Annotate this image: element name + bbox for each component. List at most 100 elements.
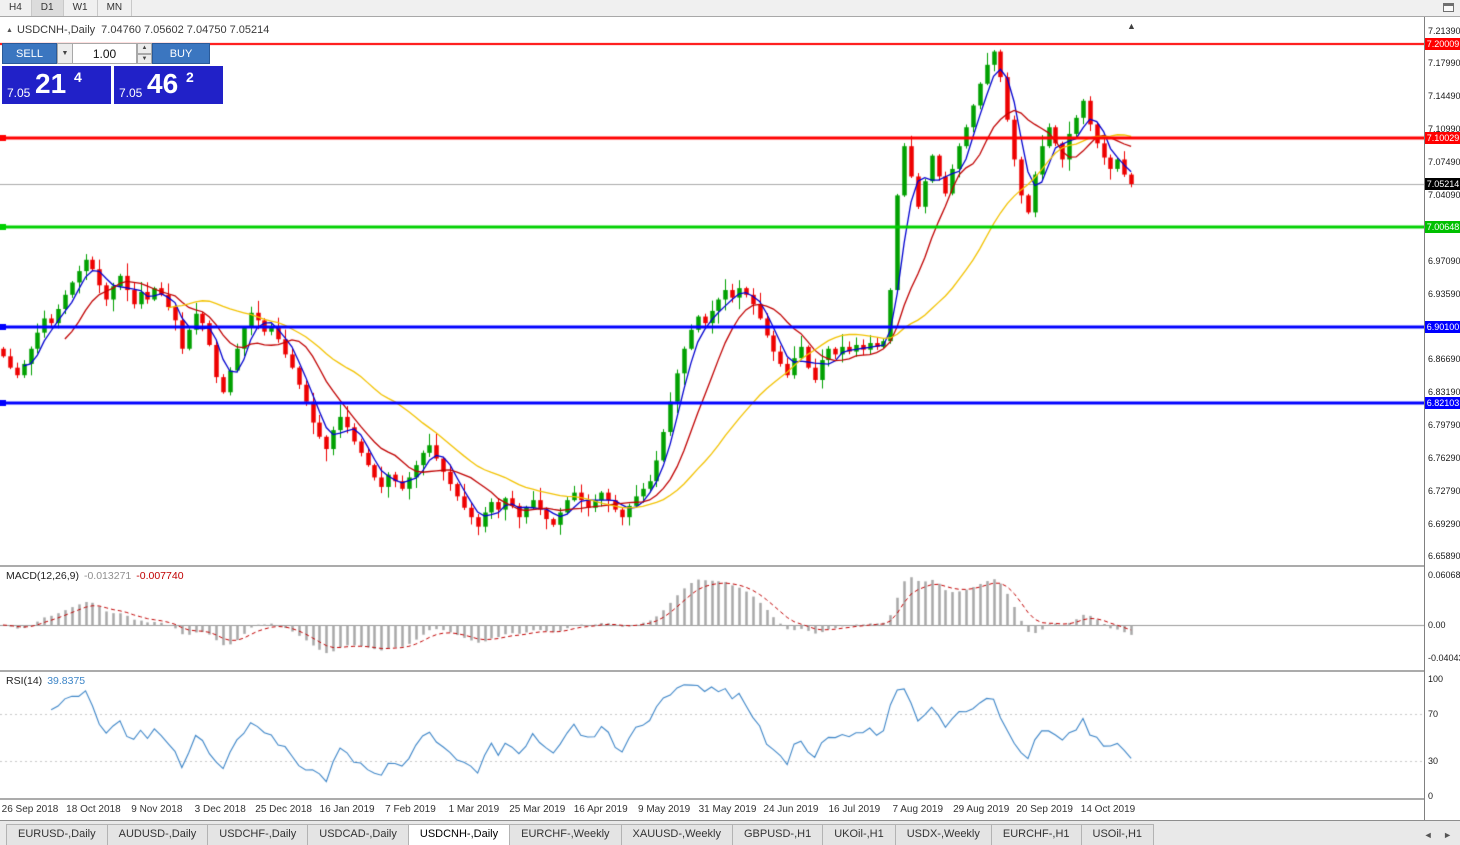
timeframe-button-h4[interactable]: H4 (0, 0, 32, 16)
price-tick-label: 6.83190 (1428, 387, 1460, 398)
chart-symbol-label: USDCNH-,Daily (16, 24, 96, 36)
sell-button[interactable]: SELL (2, 43, 57, 64)
chart-tab-ukoil-h1[interactable]: UKOil-,H1 (822, 824, 896, 845)
timeframe-toolbar: H4 D1 W1 MN (0, 0, 1460, 17)
price-tick-label: 6.65890 (1428, 551, 1460, 562)
price-tick-label: 7.04090 (1428, 189, 1460, 200)
chart-ohlc-values: 7.04760 7.05602 7.04750 7.05214 (101, 24, 270, 36)
price-tick-label: 6.93590 (1428, 288, 1460, 299)
price-axis[interactable]: 7.21390 7.17990 7.14490 7.10990 7.07490 7.040… (1424, 17, 1460, 820)
chart-tab-eurchf-weekly[interactable]: EURCHF-,Weekly (509, 824, 622, 845)
macd-header: MACD(12,26,9) -0.013271 -0.007740 (6, 570, 184, 582)
price-level-badge: 6.82103 (1425, 396, 1460, 409)
price-level-badge: 7.10029 (1425, 132, 1460, 145)
tab-scroll-right-icon[interactable]: ► (1443, 830, 1452, 840)
price-tick-label: 6.76290 (1428, 452, 1460, 463)
pane-splitter[interactable] (0, 798, 1424, 800)
volume-input[interactable] (73, 43, 137, 64)
macd-pane[interactable]: MACD(12,26,9) -0.013271 -0.007740 (0, 567, 1424, 670)
chart-tab-eurchf-h1[interactable]: EURCHF-,H1 (990, 824, 1082, 845)
macd-chart-canvas[interactable] (0, 567, 1424, 670)
date-tick-label: 26 Sep 2018 (1, 804, 59, 815)
date-tick-label: 25 Dec 2018 (255, 804, 312, 815)
chart-tab-list: EURUSD-,Daily AUDUSD-,Daily USDCHF-,Daily U… (6, 824, 1155, 845)
chart-tab-audusd-daily[interactable]: AUDUSD-,Daily (106, 824, 209, 845)
price-level-badge: 7.20009 (1425, 37, 1460, 50)
macd-signal-value: -0.007740 (136, 570, 184, 582)
time-axis[interactable]: 26 Sep 2018 18 Oct 2018 9 Nov 2018 3 Dec 20… (0, 800, 1424, 820)
date-tick-label: 16 Apr 2019 (573, 804, 628, 815)
date-tick-label: 9 May 2019 (637, 804, 691, 815)
price-tick-label: 7.14490 (1428, 91, 1460, 102)
price-tick-label: 7.17990 (1428, 57, 1460, 68)
sell-price-big-digits: 21 (35, 68, 67, 99)
timeframe-button-mn[interactable]: MN (98, 0, 133, 16)
chart-tab-usdcnh-daily[interactable]: USDCNH-,Daily (407, 824, 511, 845)
sell-price-base: 7.05 (7, 86, 31, 100)
rsi-title: RSI(14) (6, 675, 43, 687)
buy-price-pip-digit: 2 (186, 69, 194, 85)
date-tick-label: 3 Dec 2018 (194, 804, 246, 815)
price-level-badge: 6.90100 (1425, 320, 1460, 333)
price-level-badge: 7.05214 (1425, 177, 1460, 190)
buy-price-display[interactable]: 7.05 46 2 (114, 66, 223, 104)
sell-price-pip-digit: 4 (74, 69, 82, 85)
one-click-trading-panel: SELL ▼ ▲ ▼ BUY 7.05 21 4 (2, 43, 226, 104)
buy-button[interactable]: BUY (152, 43, 210, 64)
trade-prices-row: 7.05 21 4 7.05 46 2 (2, 66, 226, 104)
chart-tab-usdx-weekly[interactable]: USDX-,Weekly (894, 824, 992, 845)
rsi-value: 39.8375 (47, 675, 86, 687)
volume-dropdown-button[interactable]: ▼ (57, 43, 73, 64)
chart-tab-usdcad-daily[interactable]: USDCAD-,Daily (307, 824, 409, 845)
date-tick-label: 24 Jun 2019 (763, 804, 819, 815)
macd-main-value: -0.013271 (83, 570, 132, 582)
price-tick-label: 6.69290 (1428, 518, 1460, 529)
timeframe-button-w1[interactable]: W1 (64, 0, 98, 16)
timeframe-button-d1[interactable]: D1 (31, 0, 64, 16)
macd-title: MACD(12,26,9) (6, 570, 79, 582)
buy-price-big-digits: 46 (147, 68, 179, 99)
chart-tab-bar: EURUSD-,Daily AUDUSD-,Daily USDCHF-,Daily U… (0, 820, 1460, 845)
pane-splitter[interactable] (0, 670, 1424, 672)
date-tick-label: 14 Oct 2019 (1080, 804, 1136, 815)
rsi-pane[interactable]: RSI(14) 39.8375 (0, 672, 1424, 798)
price-chart-canvas[interactable] (0, 17, 1424, 565)
date-tick-label: 7 Aug 2019 (892, 804, 944, 815)
window-icon[interactable] (1443, 3, 1454, 12)
price-level-badge: 7.00648 (1425, 221, 1460, 234)
chart-tab-gbpusd-h1[interactable]: GBPUSD-,H1 (731, 824, 824, 845)
date-tick-label: 16 Jul 2019 (828, 804, 881, 815)
sell-price-display[interactable]: 7.05 21 4 (2, 66, 111, 104)
price-tick-label: 6.72790 (1428, 485, 1460, 496)
date-tick-label: 7 Feb 2019 (385, 804, 436, 815)
chart-area: ▲ USDCNH-,Daily 7.04760 7.05602 7.04750 7.… (0, 17, 1460, 820)
rsi-chart-canvas[interactable] (0, 672, 1424, 798)
price-tick-label: 7.21390 (1428, 25, 1460, 36)
chart-tab-usoil-h1[interactable]: USOil-,H1 (1080, 824, 1155, 845)
timeframe-button-group: H4 D1 W1 MN (0, 0, 133, 16)
expand-icon[interactable]: ▲ (6, 26, 13, 34)
tab-scroll-arrows: ◄ ► (1420, 830, 1456, 845)
price-tick-label: 6.79790 (1428, 419, 1460, 430)
rsi-axis-label: 70 (1428, 709, 1439, 719)
chart-plot-column: ▲ USDCNH-,Daily 7.04760 7.05602 7.04750 7.… (0, 17, 1424, 820)
buy-price-base: 7.05 (119, 86, 143, 100)
date-tick-label: 29 Aug 2019 (953, 804, 1010, 815)
date-tick-label: 18 Oct 2018 (66, 804, 121, 815)
chart-tab-xauusd-weekly[interactable]: XAUUSD-,Weekly (620, 824, 733, 845)
volume-decrease-button[interactable]: ▼ (137, 53, 152, 64)
chart-tab-usdchf-daily[interactable]: USDCHF-,Daily (207, 824, 309, 845)
date-tick-label: 25 Mar 2019 (509, 804, 566, 815)
rsi-header: RSI(14) 39.8375 (6, 675, 85, 687)
tab-scroll-left-icon[interactable]: ◄ (1423, 830, 1433, 840)
price-pane[interactable]: ▲ USDCNH-,Daily 7.04760 7.05602 7.04750 7.… (0, 17, 1424, 565)
autoscroll-icon[interactable]: ▲ (1127, 21, 1136, 31)
chart-tab-eurusd-daily[interactable]: EURUSD-,Daily (6, 824, 108, 845)
date-tick-label: 31 May 2019 (698, 804, 757, 815)
macd-axis-label: 0.00 (1428, 620, 1446, 630)
trade-controls-row: SELL ▼ ▲ ▼ BUY (2, 43, 226, 64)
pane-splitter[interactable] (0, 565, 1424, 567)
volume-increase-button[interactable]: ▲ (137, 43, 152, 54)
price-tick-label: 7.07490 (1428, 157, 1460, 168)
